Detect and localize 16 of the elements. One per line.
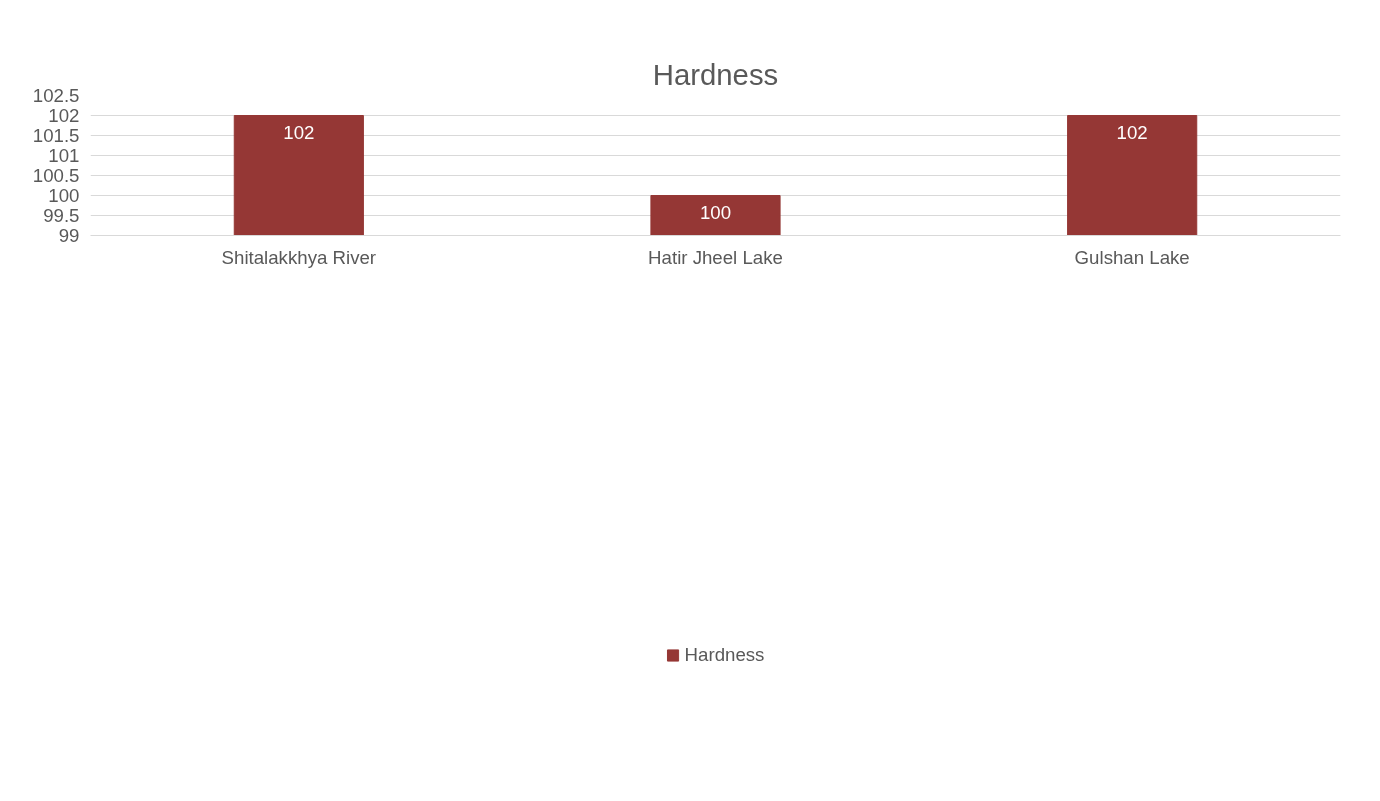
data-label: 102 xyxy=(283,121,315,143)
y-tick-label: 102 xyxy=(48,105,80,126)
y-tick-label: 99 xyxy=(58,225,80,246)
y-tick-label: 101.5 xyxy=(32,125,80,146)
x-tick-label: Hatir Jheel Lake xyxy=(648,246,783,268)
y-tick-label: 99.5 xyxy=(43,205,80,226)
y-tick-label: 100 xyxy=(48,185,80,206)
data-label: 102 xyxy=(1116,121,1148,143)
legend-label: Hardness xyxy=(684,643,765,666)
data-label: 100 xyxy=(699,201,732,223)
x-tick-label: Gulshan Lake xyxy=(1074,246,1190,268)
y-tick-label: 102.5 xyxy=(32,85,80,106)
y-tick-label: 101 xyxy=(48,145,80,166)
x-tick-label: Shitalakkhya River xyxy=(221,246,377,268)
y-tick-label: 100.5 xyxy=(32,165,80,186)
chart-title: Hardness xyxy=(652,57,779,91)
